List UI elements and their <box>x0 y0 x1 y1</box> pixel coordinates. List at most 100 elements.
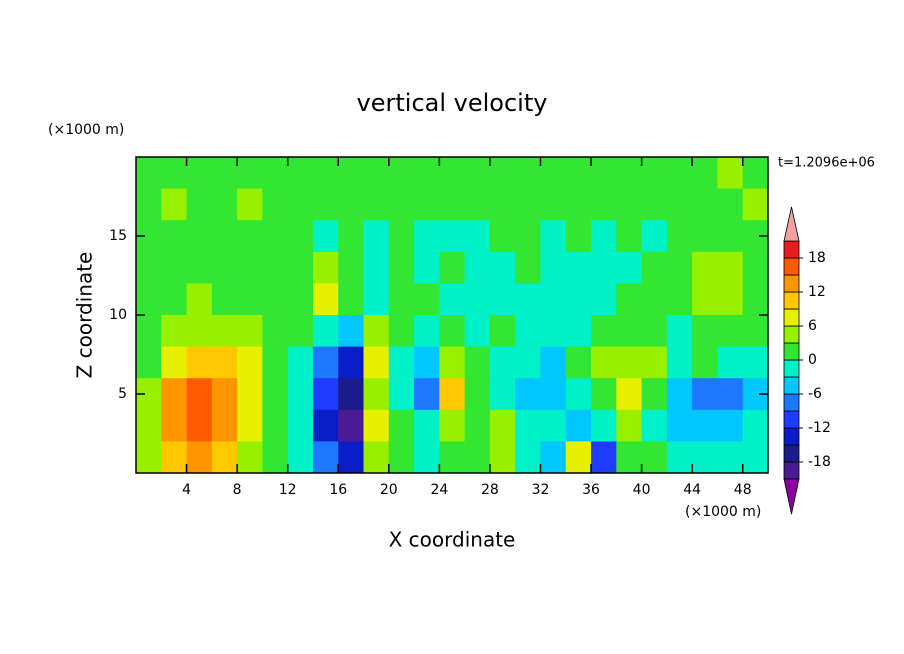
colorbar-box <box>783 342 800 361</box>
y-units: (×1000 m) <box>48 122 124 138</box>
contour-cell <box>692 157 718 190</box>
contour-cell <box>692 441 718 474</box>
contour-cell <box>287 188 314 221</box>
contour-cell <box>464 346 491 379</box>
contour-cell <box>338 283 365 316</box>
contour-cell <box>439 346 466 379</box>
contour-cell <box>388 441 415 474</box>
contour-cell <box>666 188 693 221</box>
contour-cell <box>591 251 617 284</box>
contour-cell <box>591 220 617 253</box>
contour-cell <box>565 220 592 253</box>
x-axis-label: X coordinate <box>389 528 516 552</box>
colorbar-box <box>783 274 800 293</box>
contour-cell <box>414 188 440 221</box>
contour-cell <box>717 188 744 221</box>
contour-cell <box>692 251 718 284</box>
contour-cell <box>136 441 162 474</box>
contour-cell <box>338 220 365 253</box>
contour-cell <box>161 315 188 348</box>
contour-cell <box>515 441 541 474</box>
contour-cell <box>591 441 617 474</box>
contour-cell <box>717 283 744 316</box>
contour-cell <box>591 346 617 379</box>
contour-cell <box>211 188 238 221</box>
contour-cell <box>515 220 541 253</box>
colorbar-tick-label: -18 <box>808 454 831 470</box>
contour-cell <box>692 283 718 316</box>
contour-cell <box>186 220 213 253</box>
contour-cell <box>338 315 365 348</box>
contour-cell <box>186 315 213 348</box>
contour-cell <box>742 283 769 316</box>
contour-cell <box>641 157 668 190</box>
contour-cell <box>591 378 617 411</box>
contour-cell <box>312 251 339 284</box>
contour-cell <box>439 378 466 411</box>
contour-cell <box>692 220 718 253</box>
contour-cell <box>540 315 567 348</box>
contour-cell <box>186 441 213 474</box>
contour-cell <box>312 315 339 348</box>
contour-cell <box>237 188 263 221</box>
colorbar-box <box>783 240 800 259</box>
contour-cell <box>692 346 718 379</box>
contour-cell <box>186 283 213 316</box>
contour-cell <box>136 346 162 379</box>
colorbar-box <box>783 376 800 395</box>
colorbar-tick-label: 12 <box>808 284 826 300</box>
contour-cell <box>540 378 567 411</box>
contour-cell <box>742 157 769 190</box>
contour-cell <box>464 315 491 348</box>
colorbar-tick-label: 6 <box>808 318 817 334</box>
contour-cell <box>464 188 491 221</box>
contour-cell <box>211 315 238 348</box>
contour-cell <box>515 315 541 348</box>
contour-cell <box>591 283 617 316</box>
contour-cell <box>540 346 567 379</box>
contour-cell <box>717 441 744 474</box>
contour-cell <box>312 409 339 442</box>
contour-cell <box>414 441 440 474</box>
contour-cell <box>616 441 643 474</box>
contour-cell <box>540 441 567 474</box>
contour-cell <box>464 251 491 284</box>
contour-cell <box>414 409 440 442</box>
contour-cell <box>641 378 668 411</box>
contour-cell <box>717 409 744 442</box>
contour-cell <box>237 157 263 190</box>
y-tick-label: 15 <box>109 228 127 244</box>
contour-cell <box>211 441 238 474</box>
contour-cell <box>692 409 718 442</box>
contour-cell <box>363 315 390 348</box>
contour-cell <box>489 188 516 221</box>
colorbar-box <box>783 427 800 446</box>
contour-cell <box>565 251 592 284</box>
contour-cell <box>591 157 617 190</box>
colorbar-over <box>783 206 800 242</box>
contour-cell <box>565 346 592 379</box>
contour-cell <box>616 378 643 411</box>
contour-cell <box>287 251 314 284</box>
contour-cell <box>540 188 567 221</box>
contour-cell <box>363 441 390 474</box>
contour-cell <box>388 251 415 284</box>
x-tick-label: 12 <box>279 482 297 498</box>
time-label: t=1.2096e+06 <box>778 156 875 171</box>
contour-cell <box>363 188 390 221</box>
contour-cell <box>565 409 592 442</box>
contour-cell <box>211 157 238 190</box>
contour-cell <box>439 157 466 190</box>
colorbar-under <box>783 478 800 515</box>
contour-cell <box>717 346 744 379</box>
contour-cell <box>641 441 668 474</box>
x-tick-label: 36 <box>582 482 600 498</box>
contour-cell <box>388 157 415 190</box>
contour-cell <box>161 283 188 316</box>
contour-cell <box>414 251 440 284</box>
contour-cell <box>641 251 668 284</box>
contour-cell <box>388 346 415 379</box>
contour-cell <box>692 188 718 221</box>
contour-cell <box>565 378 592 411</box>
contour-cell <box>717 378 744 411</box>
